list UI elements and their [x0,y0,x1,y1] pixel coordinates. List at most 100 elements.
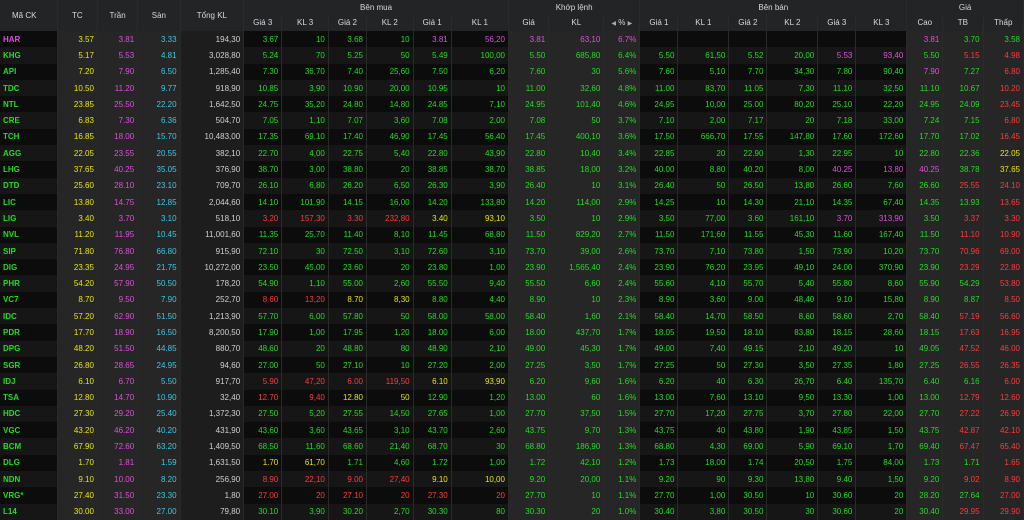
symbol-cell[interactable]: LIG [0,210,58,227]
symbol-cell[interactable]: DTD [0,177,58,194]
col-ask-vol-1[interactable]: KL 1 [677,14,730,31]
table-row[interactable]: LIC 13.80 14.75 12.85 2,044,60 14.10 101,90 14.… [0,193,1024,211]
symbol-cell[interactable]: PHR [0,275,58,292]
table-row[interactable]: HDC 27.30 29.20 25.40 1,372,30 27.50 5,20 27.55… [0,405,1024,423]
table-row[interactable]: AGG 22.05 23.55 20.55 382,10 22.70 4,00 22.75 5,… [0,145,1024,162]
symbol-cell[interactable]: SGR [0,356,58,374]
col-ceil[interactable]: Trần [97,0,139,31]
bid-vol-2-cell: 16,00 [366,193,414,211]
symbol-cell[interactable]: NVL [0,226,58,243]
col-bid-price-3[interactable]: Giá 3 [243,14,283,31]
col-ask-price-2[interactable]: Giá 2 [728,14,768,31]
match-group-header: Khớp lệnh [508,0,641,14]
table-row[interactable]: L14 30.00 33.00 27.00 79,80 30.10 3,90 30.20 2,7… [0,503,1024,520]
bid-price-3-cell: 3.67 [243,31,283,48]
symbol-cell[interactable]: VC7 [0,291,58,309]
table-row[interactable]: PHR 54.20 57.90 50.50 178,20 54.90 1,10 55.00 2,… [0,275,1024,292]
col-total-volume[interactable]: Tổng KL [180,0,245,31]
symbol-cell[interactable]: L14 [0,503,58,520]
symbol-cell[interactable]: NTL [0,96,58,113]
ask-vol-3-cell: 1,80 [855,356,908,374]
symbol-cell[interactable]: LHG [0,161,58,178]
symbol-cell[interactable]: HAR [0,31,58,48]
table-row[interactable]: VC7 8.70 9.50 7.90 252,70 8.60 13,20 8.70 8,30 8.… [0,291,1024,309]
col-floor[interactable]: Sàn [137,0,181,31]
table-row[interactable]: LHG 37.65 40.25 35.05 376,90 38.70 3,00 38.80 20… [0,161,1024,178]
col-ask-vol-3[interactable]: KL 3 [855,14,908,31]
table-row[interactable]: NDN 9.10 10.00 8.20 256,90 8.90 22,10 9.00 27,40… [0,471,1024,488]
bid-price-2-cell: 68.60 [328,438,368,455]
col-high[interactable]: Cao [906,14,944,31]
table-row[interactable]: IDJ 6.10 6.70 5.50 917,70 5.90 47,20 6.00 119,50… [0,373,1024,390]
symbol-cell[interactable]: HDC [0,405,58,423]
symbol-cell[interactable]: NDN [0,471,58,488]
symbol-cell[interactable]: KHG [0,47,58,64]
col-bid-price-1[interactable]: Giá 1 [413,14,452,31]
table-row[interactable]: DPG 48.20 51.50 44.85 880,70 48.60 20 48.80 80 48… [0,340,1024,357]
bid-price-3-cell: 30.10 [243,503,283,520]
match-percent-cell: 4.8% [603,79,641,97]
table-row[interactable]: SIP 71.80 76.80 66.80 915,90 72.10 30 72.50 3,10… [0,242,1024,260]
col-bid-vol-2[interactable]: KL 2 [366,14,414,31]
col-match-volume[interactable]: KL [548,14,605,31]
col-match-percent[interactable]: ◀ % ▶ [603,14,641,31]
floor-cell: 50.50 [137,275,181,292]
table-row[interactable]: VGC 43.20 46.20 40.20 431,90 43.60 3,60 43.65 3,… [0,422,1024,439]
symbol-cell[interactable]: TCH [0,128,58,146]
symbol-cell[interactable]: PDR [0,324,58,341]
symbol-cell[interactable]: BCM [0,438,58,455]
col-ask-price-3[interactable]: Giá 3 [817,14,857,31]
table-row[interactable]: DIG 23.35 24.95 21.75 10,272,00 23.50 45,00 23.… [0,259,1024,276]
table-row[interactable]: IDC 57.20 62.90 51.50 1,213,90 57.70 6,00 57.80… [0,308,1024,325]
symbol-cell[interactable]: IDC [0,308,58,325]
symbol-cell[interactable]: DLG [0,454,58,472]
col-bid-vol-3[interactable]: KL 3 [281,14,329,31]
match-percent-cell: 1.5% [603,405,641,423]
symbol-cell[interactable]: CRE [0,112,58,129]
table-row[interactable]: NVL 11.20 11.95 10.45 11,001,60 11.35 25,70 11.… [0,226,1024,243]
ask-price-3-cell: 24.00 [817,259,857,276]
table-row[interactable]: NTL 23.85 25.50 22.20 1,642,50 24.75 35,20 24.8… [0,96,1024,113]
symbol-cell[interactable]: AGG [0,145,58,162]
col-match-price[interactable]: Giá [508,14,550,31]
table-row[interactable]: DLG 1.70 1.81 1.59 1,631,50 1.70 61,70 1.71 4,60… [0,454,1024,472]
match-price-cell: 9.20 [508,471,550,488]
col-low[interactable]: Thấp [983,14,1024,31]
symbol-cell[interactable]: VRG* [0,487,58,504]
sort-left-icon[interactable]: ◀ [611,21,616,27]
table-row[interactable]: TDC 10.50 11.20 9.77 918,90 10.85 3,90 10.90 20,… [0,79,1024,97]
table-row[interactable]: LIG 3.40 3.70 3.10 518,10 3.20 157,30 3.30 232,8… [0,210,1024,227]
symbol-cell[interactable]: DPG [0,340,58,357]
symbol-cell[interactable]: TSA [0,389,58,406]
table-row[interactable]: TCH 16.85 18.00 15.70 10,483,00 17.35 69,10 17.… [0,128,1024,146]
col-symbol[interactable]: Mã CK [0,0,58,31]
ask-price-3-cell: 73.90 [817,242,857,260]
col-ask-price-1[interactable]: Giá 1 [639,14,679,31]
symbol-cell[interactable]: SIP [0,242,58,260]
symbol-cell[interactable]: API [0,63,58,80]
bid-price-3-cell: 27.00 [243,356,283,374]
col-ref[interactable]: TC [57,0,98,31]
table-row[interactable]: KHG 5.17 5.53 4.81 3,028,80 5.24 70 5.25 50 5.49 1… [0,47,1024,64]
table-row[interactable]: VRG* 27.40 31.50 23.30 1,80 27.00 20 27.10 20 27.… [0,487,1024,504]
col-average[interactable]: TB [942,14,984,31]
table-row[interactable]: PDR 17.70 18.90 16.50 8,200,50 17.90 1,00 17.95… [0,324,1024,341]
symbol-cell[interactable]: DIG [0,259,58,276]
table-row[interactable]: DTD 25.60 28.10 23.10 709,70 26.10 6,80 26.20 6,… [0,177,1024,194]
symbol-cell[interactable]: VGC [0,422,58,439]
ask-vol-1-cell: 10,00 [677,96,730,113]
col-bid-price-2[interactable]: Giá 2 [328,14,368,31]
symbol-cell[interactable]: IDJ [0,373,58,390]
col-ask-vol-2[interactable]: KL 2 [766,14,819,31]
table-row[interactable]: HAR 3.57 3.81 3.33 194,30 3.67 10 3.68 10 3.81 56,… [0,31,1024,48]
sort-right-icon[interactable]: ▶ [627,21,633,27]
table-row[interactable]: SGR 26.80 28.65 24.95 94,60 27.00 50 27.10 10 27.… [0,356,1024,374]
symbol-cell[interactable]: LIC [0,193,58,211]
table-row[interactable]: API 7.20 7.90 6.50 1,285,40 7.30 36,70 7.40 25,6… [0,63,1024,80]
table-row[interactable]: BCM 67.90 72.60 63.20 1,409,50 68.50 11,60 68.6… [0,438,1024,455]
symbol-cell[interactable]: TDC [0,79,58,97]
match-percent-cell: 2.1% [603,308,641,325]
col-bid-vol-1[interactable]: KL 1 [451,14,509,31]
table-row[interactable]: TSA 12.80 14.70 10.90 32,40 12.70 9,40 12.80 50 1… [0,389,1024,406]
table-row[interactable]: CRE 6.83 7.30 6.36 504,70 7.05 1,10 7.07 3,60 7.0… [0,112,1024,129]
